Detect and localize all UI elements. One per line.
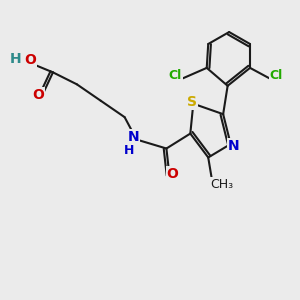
Text: O: O xyxy=(32,88,44,102)
Text: N: N xyxy=(228,139,239,152)
Text: CH₃: CH₃ xyxy=(210,178,233,191)
Text: O: O xyxy=(25,53,37,68)
Text: H: H xyxy=(124,144,134,158)
Text: Cl: Cl xyxy=(269,69,283,82)
Text: N: N xyxy=(128,130,140,144)
Text: O: O xyxy=(167,167,178,181)
Text: Cl: Cl xyxy=(169,69,182,82)
Text: H: H xyxy=(10,52,21,66)
Text: S: S xyxy=(187,95,197,109)
